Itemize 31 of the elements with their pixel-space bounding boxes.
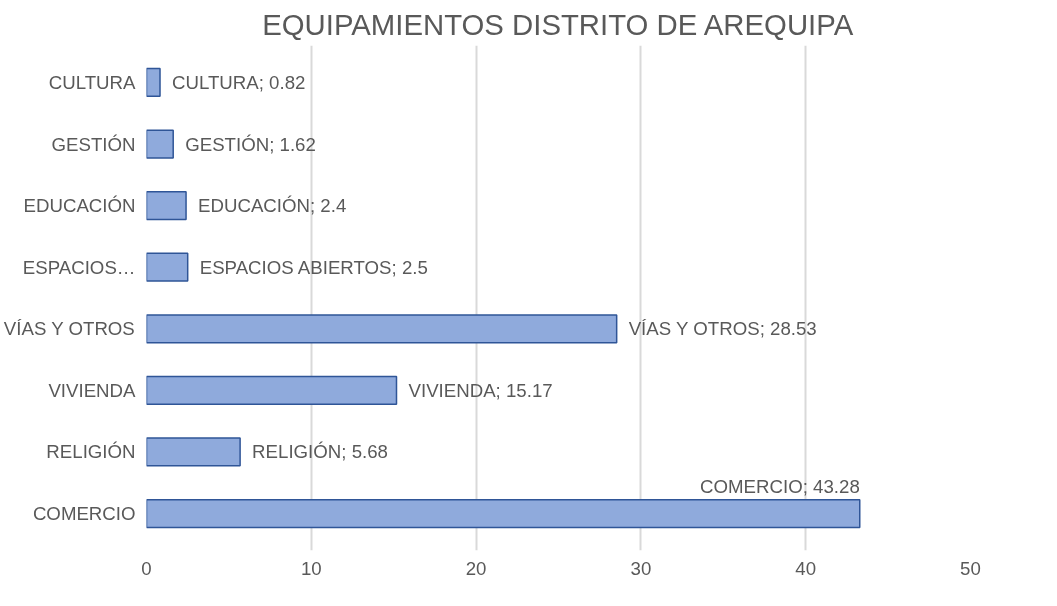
y-tick-label: EDUCACIÓN [23, 195, 136, 217]
bar [146, 437, 241, 467]
y-tick-label: VÍAS Y OTROS [3, 318, 135, 340]
y-tick-label: RELIGIÓN [46, 441, 136, 463]
y-tick-label: COMERCIO [32, 503, 136, 525]
bar [146, 191, 187, 221]
data-label: EDUCACIÓN; 2.4 [198, 195, 347, 217]
bar [146, 129, 174, 159]
data-label: ESPACIOS ABIERTOS; 2.5 [199, 256, 428, 278]
y-tick-label: CULTURA [48, 71, 137, 93]
data-label: GESTIÓN; 1.62 [185, 133, 316, 155]
y-tick-label: GESTIÓN [51, 133, 136, 155]
y-tick-label: ESPACIOS… [22, 256, 136, 278]
bar [146, 375, 398, 405]
bar [146, 314, 618, 344]
data-label: VIVIENDA; 15.17 [408, 379, 553, 401]
x-tick-label: 0 [141, 557, 152, 579]
data-label: RELIGIÓN; 5.68 [252, 441, 388, 463]
x-tick-label: 20 [465, 557, 487, 579]
x-tick-label: 50 [960, 557, 981, 579]
x-tick-label: 10 [300, 557, 322, 579]
data-label: VÍAS Y OTROS; 28.53 [628, 318, 817, 340]
x-tick-label: 30 [630, 557, 652, 579]
bar [146, 252, 189, 282]
x-tick-label: 40 [795, 557, 817, 579]
data-label: COMERCIO; 43.28 [700, 475, 860, 497]
chart-title: EQUIPAMIENTOS DISTRITO DE AREQUIPA [262, 7, 854, 41]
bar [146, 67, 161, 98]
bar [146, 498, 861, 529]
data-label: CULTURA; 0.82 [172, 71, 306, 93]
y-tick-label: VIVIENDA [48, 379, 137, 401]
